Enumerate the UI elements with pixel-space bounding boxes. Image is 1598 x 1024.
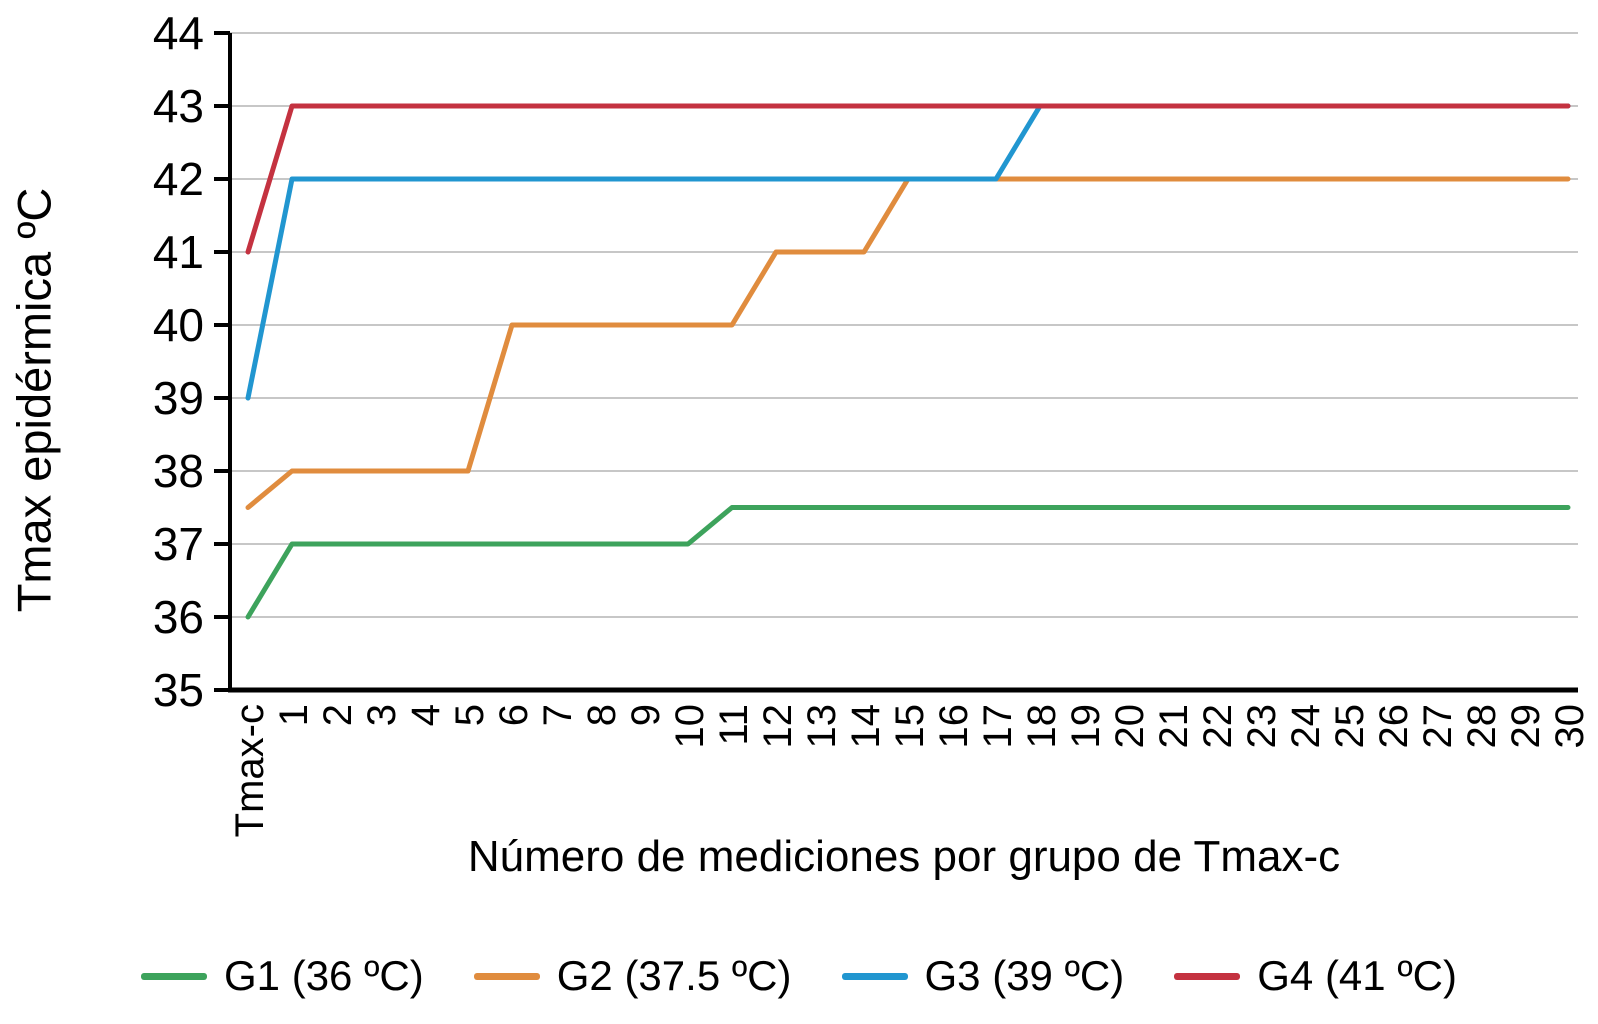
y-tick-label: 41 (153, 226, 204, 278)
x-tick-label: 6 (492, 704, 536, 726)
chart-legend: G1 (36 ºC) G2 (37.5 ºC) G3 (39 ºC) G4 (41 º… (0, 952, 1598, 1000)
x-tick-label: 10 (668, 704, 712, 749)
x-tick-label: 1 (272, 704, 316, 726)
legend-swatch-g3 (841, 972, 908, 980)
legend-label: G2 (37.5 ºC) (556, 952, 792, 999)
x-tick-label: 7 (536, 704, 580, 726)
x-tick-label: 25 (1328, 704, 1372, 749)
y-tick-label: 40 (153, 299, 204, 351)
x-tick-label: 15 (888, 704, 932, 749)
x-tick-label: 2 (316, 704, 360, 726)
x-tick-label: 18 (1020, 704, 1064, 749)
x-tick-label: 28 (1460, 704, 1504, 749)
x-tick-label: 24 (1284, 704, 1328, 749)
y-tick-label: 38 (153, 445, 204, 497)
x-tick-label: 8 (580, 704, 624, 726)
x-tick-label: 19 (1064, 704, 1108, 749)
x-tick-label: 3 (360, 704, 404, 726)
x-tick-label: 23 (1240, 704, 1284, 749)
x-tick-label: 9 (624, 704, 668, 726)
legend-item-g3: G3 (39 ºC) (841, 952, 1125, 1000)
series-line-G1 (245, 505, 1571, 620)
legend-swatch-g1 (141, 972, 208, 980)
x-tick-label: 4 (404, 704, 448, 726)
series-line-G2 (245, 176, 1571, 510)
y-tick-label: 42 (153, 153, 204, 205)
legend-item-g1: G1 (36 ºC) (141, 952, 424, 1000)
legend-label: G1 (36 ºC) (224, 952, 424, 999)
x-tick-label: 30 (1548, 704, 1592, 749)
legend-swatch-g2 (473, 972, 540, 980)
y-tick-label: 36 (153, 591, 204, 643)
x-tick-label: 14 (844, 704, 888, 749)
x-tick-label: Tmax-c (228, 704, 272, 837)
x-tick-label: 26 (1372, 704, 1416, 749)
y-tick-label: 44 (153, 7, 204, 59)
legend-swatch-g4 (1174, 972, 1241, 980)
y-tick-label: 39 (153, 372, 204, 424)
y-tick-label: 43 (153, 80, 204, 132)
series-line-G4 (245, 103, 1571, 255)
x-axis-title: Número de mediciones por grupo de Tmax-c (467, 832, 1341, 881)
x-tick-label: 27 (1416, 704, 1460, 749)
x-tick-label: 22 (1196, 704, 1240, 749)
x-tick-label: 16 (932, 704, 976, 749)
legend-item-g2: G2 (37.5 ºC) (473, 952, 792, 1000)
legend-item-g4: G4 (41 ºC) (1174, 952, 1457, 1000)
y-tick-label: 35 (153, 664, 204, 716)
x-tick-label: 29 (1504, 704, 1548, 749)
x-tick-label: 17 (976, 704, 1020, 749)
y-axis-title: Tmax epidérmica ºC (7, 187, 61, 613)
y-tick-label: 37 (153, 518, 204, 570)
x-tick-label: 20 (1108, 704, 1152, 749)
x-tick-label: 21 (1152, 704, 1196, 749)
legend-label: G3 (39 ºC) (924, 952, 1125, 999)
x-tick-label: 13 (800, 704, 844, 749)
legend-label: G4 (41 ºC) (1257, 952, 1457, 999)
x-tick-label: 11 (712, 704, 756, 746)
x-tick-label: 5 (448, 704, 492, 726)
x-tick-label: 12 (756, 704, 800, 749)
